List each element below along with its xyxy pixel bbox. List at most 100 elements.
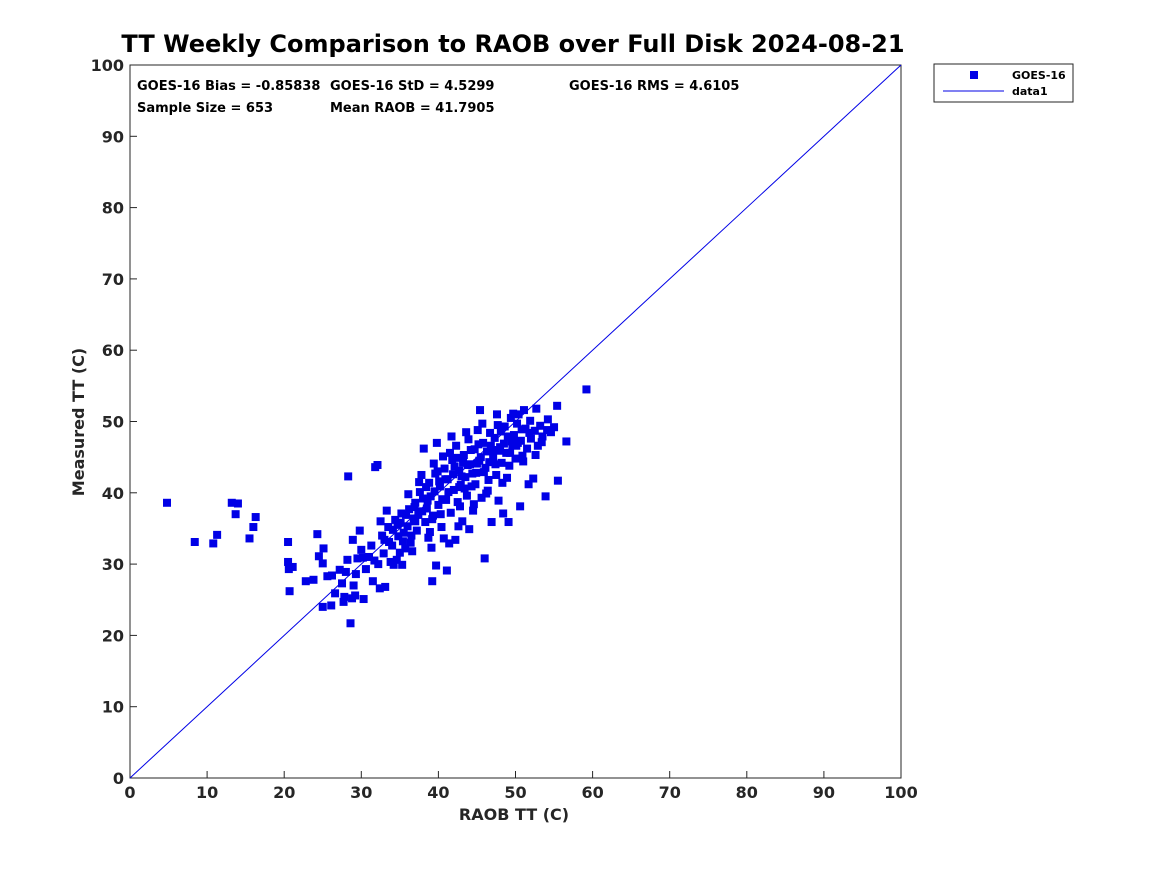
data-point (553, 476, 562, 485)
data-point (479, 438, 488, 447)
stat-rms: GOES-16 RMS = 4.6105 (569, 79, 739, 94)
data-point (519, 457, 528, 466)
data-point (440, 464, 449, 473)
data-point (359, 595, 368, 604)
data-point (507, 437, 516, 446)
data-point (449, 485, 458, 494)
data-point (455, 483, 464, 492)
data-point (464, 435, 473, 444)
data-point (446, 508, 455, 517)
data-point (476, 406, 485, 415)
data-point (419, 444, 428, 453)
data-point (382, 506, 391, 515)
x-axis-label: RAOB TT (C) (459, 805, 569, 824)
data-point (410, 503, 419, 512)
data-point (500, 422, 509, 431)
y-tick-label: 70 (102, 270, 124, 289)
plot-area: 0 10 20 30 40 50 60 70 80 90 100 0 10 20 30 40 50 60 70 80… (91, 56, 918, 802)
y-tick-label: 80 (102, 199, 124, 218)
data-point (388, 525, 397, 534)
x-tick-label: 20 (273, 783, 295, 802)
data-point (454, 522, 463, 531)
data-point (494, 496, 503, 505)
data-point (506, 413, 515, 422)
stat-std: GOES-16 StD = 4.5299 (330, 79, 494, 94)
data-point (492, 470, 501, 479)
data-point (450, 462, 459, 471)
data-point (428, 515, 437, 524)
data-point (511, 454, 520, 463)
data-point (426, 492, 435, 501)
data-point (537, 438, 546, 447)
data-point (428, 577, 437, 586)
data-point (438, 495, 447, 504)
data-point (483, 486, 492, 495)
data-point (398, 537, 407, 546)
x-tick-label: 50 (504, 783, 526, 802)
data-point (288, 562, 297, 571)
y-tick-label: 0 (113, 769, 124, 788)
data-point (445, 539, 454, 548)
data-point (344, 472, 353, 481)
data-point (541, 492, 550, 501)
data-point (245, 534, 254, 543)
x-tick-label: 90 (813, 783, 835, 802)
data-point (487, 518, 496, 527)
x-tick-label: 30 (350, 783, 372, 802)
data-point (481, 463, 490, 472)
data-point (531, 451, 540, 460)
data-point (368, 577, 377, 586)
y-tick-label: 40 (102, 484, 124, 503)
data-point (434, 500, 443, 509)
data-point (339, 597, 348, 606)
data-point (395, 548, 404, 557)
stat-mean-raob: Mean RAOB = 41.7905 (330, 101, 495, 116)
data-point (430, 487, 439, 496)
data-point (519, 406, 528, 415)
data-point (495, 446, 504, 455)
data-point (318, 602, 327, 611)
data-point (485, 458, 494, 467)
data-point (439, 452, 448, 461)
legend-marker-goes16 (970, 71, 978, 79)
data-point (484, 475, 493, 484)
y-tick-label: 10 (102, 698, 124, 717)
x-ticks: 0 10 20 30 40 50 60 70 80 90 100 (124, 771, 918, 802)
data-point (463, 460, 472, 469)
data-point (301, 577, 310, 586)
data-point (469, 500, 478, 509)
data-point (375, 584, 384, 593)
data-point (327, 601, 336, 610)
data-point (406, 538, 415, 547)
data-point (460, 484, 469, 493)
data-point (488, 446, 497, 455)
data-point (473, 426, 482, 435)
data-point (517, 425, 526, 434)
data-point (163, 498, 172, 507)
data-point (447, 432, 456, 441)
data-point (402, 510, 411, 519)
data-point (532, 404, 541, 413)
data-point (480, 554, 489, 563)
data-point (328, 571, 337, 580)
data-point (340, 592, 349, 601)
data-point (465, 525, 474, 534)
data-point (313, 530, 322, 539)
data-point (489, 453, 498, 462)
data-point (432, 561, 441, 570)
data-point (394, 532, 403, 541)
legend-box (933, 63, 1074, 103)
x-tick-label: 70 (659, 783, 681, 802)
data-point (536, 421, 545, 430)
data-point (435, 477, 444, 486)
data-point (468, 469, 477, 478)
data-point (319, 544, 328, 553)
data-point (432, 438, 441, 447)
data-point (436, 510, 445, 519)
data-point (417, 470, 426, 479)
data-point (553, 401, 562, 410)
data-point (477, 493, 486, 502)
data-point (423, 496, 432, 505)
data-point (524, 480, 533, 489)
